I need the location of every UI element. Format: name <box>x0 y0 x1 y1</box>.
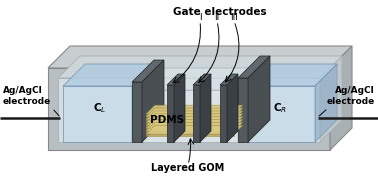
Polygon shape <box>220 74 238 85</box>
Polygon shape <box>142 60 164 142</box>
Polygon shape <box>193 85 200 142</box>
Text: C$_R$: C$_R$ <box>273 101 287 115</box>
Polygon shape <box>227 74 238 142</box>
Polygon shape <box>315 64 337 142</box>
Polygon shape <box>238 56 270 78</box>
Polygon shape <box>238 68 260 142</box>
Polygon shape <box>146 123 234 125</box>
Text: Gate electrodes: Gate electrodes <box>173 7 267 17</box>
Text: PDMS: PDMS <box>150 115 184 125</box>
Polygon shape <box>248 86 315 142</box>
Polygon shape <box>48 46 352 68</box>
Polygon shape <box>146 114 234 116</box>
Text: II: II <box>214 13 220 22</box>
Text: Ag/AgCl
electrode: Ag/AgCl electrode <box>327 86 375 106</box>
Polygon shape <box>146 134 234 136</box>
Polygon shape <box>146 117 243 125</box>
Polygon shape <box>146 120 243 128</box>
Polygon shape <box>146 122 243 131</box>
Polygon shape <box>320 56 342 142</box>
Polygon shape <box>58 56 342 78</box>
Text: Layered GOM: Layered GOM <box>151 163 225 173</box>
Polygon shape <box>200 74 211 142</box>
Polygon shape <box>63 64 154 86</box>
Polygon shape <box>146 117 234 119</box>
Polygon shape <box>238 78 248 142</box>
Polygon shape <box>58 78 320 142</box>
Polygon shape <box>142 68 260 90</box>
Polygon shape <box>248 64 337 86</box>
Polygon shape <box>146 125 243 134</box>
Text: I: I <box>199 13 201 22</box>
Polygon shape <box>193 74 211 85</box>
Polygon shape <box>132 64 154 142</box>
Polygon shape <box>146 114 243 123</box>
Polygon shape <box>220 85 227 142</box>
Polygon shape <box>146 128 234 130</box>
Polygon shape <box>142 90 238 142</box>
Polygon shape <box>248 56 270 142</box>
Text: Ag/AgCl
electrode: Ag/AgCl electrode <box>3 86 51 106</box>
Polygon shape <box>63 86 132 142</box>
Polygon shape <box>146 131 234 133</box>
Text: III: III <box>230 13 238 22</box>
Polygon shape <box>146 105 243 114</box>
Polygon shape <box>146 111 243 120</box>
Polygon shape <box>146 120 234 122</box>
Polygon shape <box>167 85 174 142</box>
Polygon shape <box>132 60 164 82</box>
Polygon shape <box>146 125 234 128</box>
Polygon shape <box>146 108 243 117</box>
Polygon shape <box>48 68 330 150</box>
Polygon shape <box>167 74 185 85</box>
Polygon shape <box>132 82 142 142</box>
Polygon shape <box>174 74 185 142</box>
Text: C$_L$: C$_L$ <box>93 101 107 115</box>
Polygon shape <box>330 46 352 150</box>
